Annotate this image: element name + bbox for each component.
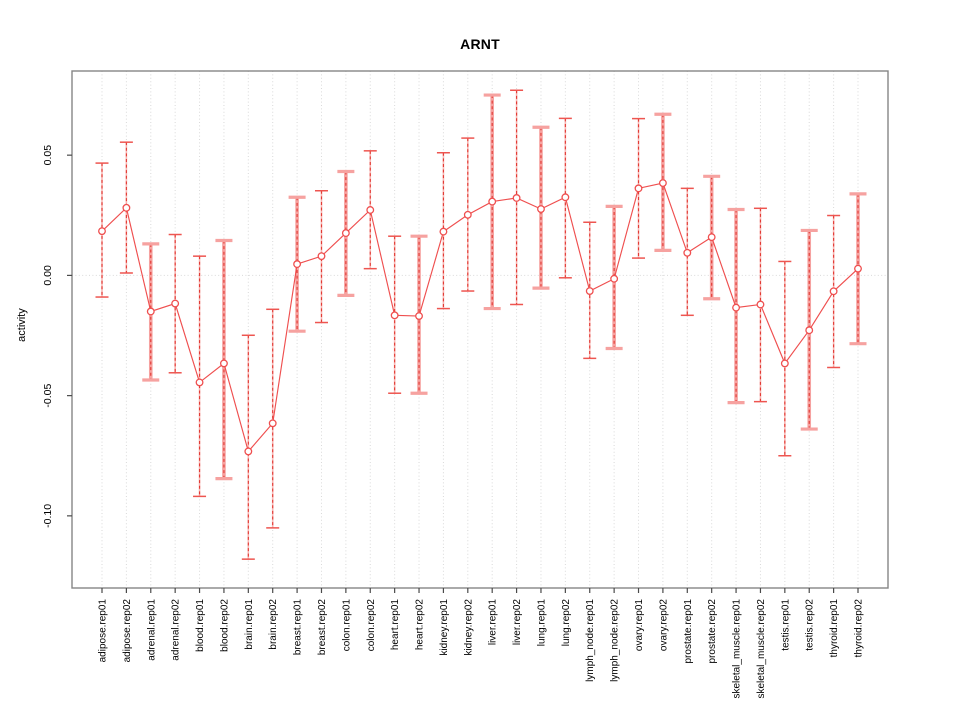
x-tick-label: kidney.rep02 [463, 599, 474, 656]
data-point [98, 227, 106, 236]
x-tick-label: blood.rep02 [219, 599, 230, 652]
data-point [195, 378, 204, 387]
x-tick-label: brain.rep01 [244, 599, 255, 650]
x-tick-label: colon.rep02 [366, 599, 377, 652]
x-tick-label: kidney.rep01 [439, 599, 450, 656]
data-point [171, 299, 180, 308]
data-point [610, 274, 619, 283]
data-point [732, 303, 741, 312]
data-point [146, 307, 155, 316]
data-point [512, 194, 521, 202]
x-tick-label: ovary.rep02 [658, 599, 669, 652]
x-tick-label: ovary.rep01 [634, 599, 645, 652]
y-tick-label: -0.10 [42, 504, 54, 528]
x-tick-label: skeletal_muscle.rep02 [756, 599, 767, 699]
x-tick-label: lung.rep02 [561, 599, 572, 647]
x-tick-label: thyroid.rep02 [854, 599, 865, 658]
data-point [463, 210, 472, 219]
x-tick-label: testis.rep01 [780, 599, 791, 651]
x-tick-label: brain.rep02 [268, 599, 279, 650]
data-point [683, 248, 692, 257]
data-point [561, 193, 570, 202]
x-tick-label: breast.rep02 [317, 599, 328, 656]
data-point [415, 312, 423, 320]
data-point [341, 229, 350, 238]
x-tick-label: adrenal.rep01 [146, 599, 157, 661]
plot-box [71, 70, 889, 589]
data-point [805, 326, 814, 335]
data-point [317, 252, 326, 261]
y-tick-label: 0.05 [42, 145, 54, 166]
data-point [439, 227, 448, 236]
x-tick-label: testis.rep02 [805, 599, 816, 651]
x-tick-label: heart.rep01 [390, 599, 401, 651]
x-tick-label: colon.rep01 [341, 599, 352, 652]
x-tick-label: thyroid.rep01 [829, 599, 840, 658]
data-point [366, 206, 375, 214]
data-point [244, 447, 253, 456]
x-tick-label: adipose.rep02 [122, 599, 133, 663]
x-tick-label: blood.rep01 [195, 599, 206, 652]
x-tick-label: liver.rep02 [512, 599, 523, 646]
data-point [268, 419, 277, 428]
series-line [101, 182, 859, 453]
data-point [854, 264, 862, 273]
data-point [756, 300, 765, 309]
data-point [658, 179, 667, 188]
data-point [219, 359, 228, 368]
x-tick-label: adipose.rep01 [98, 599, 109, 663]
x-tick-label: prostate.rep02 [707, 599, 718, 664]
x-tick-label: breast.rep01 [293, 599, 304, 656]
data-point [390, 311, 399, 320]
data-point [293, 260, 302, 269]
data-point [707, 233, 716, 242]
x-tick-label: liver.rep01 [488, 599, 499, 646]
data-point [634, 184, 643, 193]
data-point [780, 359, 789, 368]
x-tick-label: prostate.rep01 [683, 599, 694, 664]
x-tick-label: lymph_node.rep01 [585, 599, 596, 682]
x-tick-label: lung.rep01 [536, 599, 547, 647]
x-tick-label: skeletal_muscle.rep01 [732, 599, 743, 699]
x-tick-label: heart.rep02 [415, 599, 426, 651]
data-point [585, 287, 594, 295]
data-point [488, 197, 497, 206]
data-point [122, 203, 131, 212]
x-tick-label: adrenal.rep02 [171, 599, 182, 661]
y-tick-label: 0.00 [42, 265, 54, 286]
x-tick-label: lymph_node.rep02 [610, 599, 621, 682]
data-point [537, 205, 545, 213]
y-tick-label: -0.05 [42, 384, 54, 408]
chart-title: ARNT [460, 36, 500, 52]
data-point [829, 287, 838, 296]
